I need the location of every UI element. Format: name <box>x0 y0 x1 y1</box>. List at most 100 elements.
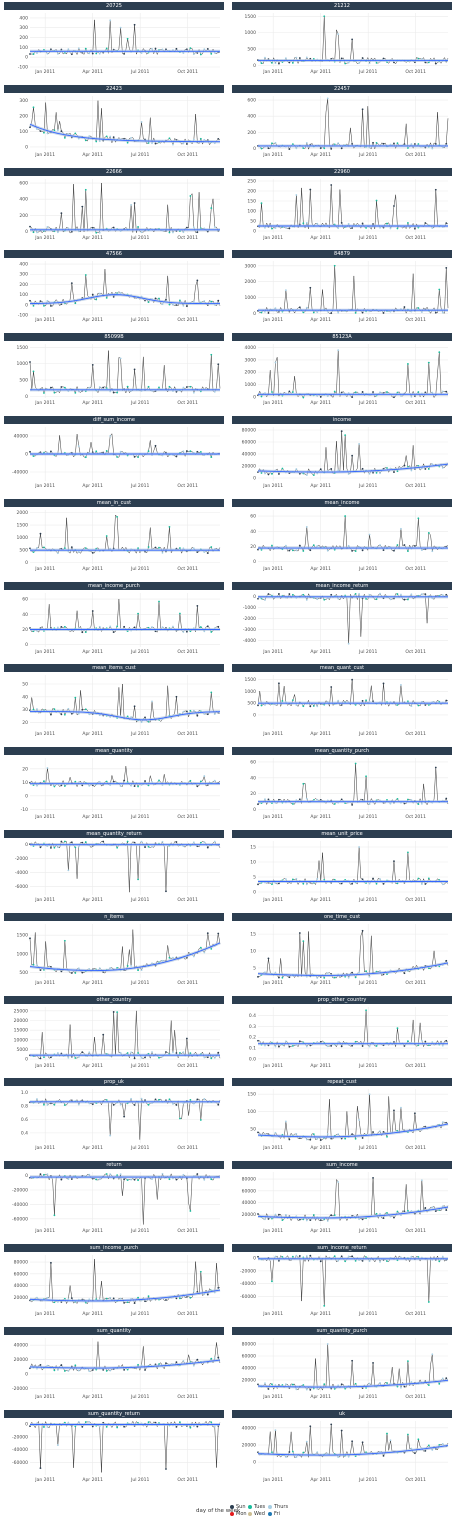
facet-title: sum_quantity <box>97 1327 131 1334</box>
data-point <box>95 140 98 143</box>
data-point <box>196 1173 199 1176</box>
data-point <box>291 878 294 881</box>
smooth-line <box>257 1444 449 1456</box>
data-point <box>271 544 273 547</box>
data-point <box>351 226 354 229</box>
x-tick-label: Oct 2011 <box>177 1063 198 1069</box>
data-point <box>189 1210 192 1213</box>
data-point <box>278 473 280 475</box>
x-tick-label: Apr 2011 <box>82 566 103 572</box>
data-point <box>386 391 388 394</box>
facet-strip: mean_income <box>232 498 452 507</box>
data-point <box>260 472 263 474</box>
data-point <box>351 454 354 457</box>
data-point <box>91 1368 94 1371</box>
data-point <box>393 860 395 863</box>
data-point <box>372 877 374 880</box>
data-point <box>274 307 277 310</box>
data-point <box>213 1356 216 1359</box>
y-tick-label: 200 <box>19 212 28 218</box>
data-point <box>74 132 77 135</box>
data-point <box>351 1133 354 1136</box>
data-point <box>151 625 153 628</box>
data-point <box>278 976 280 979</box>
x-tick-label: Apr 2011 <box>310 897 331 903</box>
y-tick-label: 200 <box>19 35 28 41</box>
y-tick-label: 40000 <box>242 1425 256 1431</box>
data-point <box>309 1424 312 1427</box>
facet-panel: sum_income_return -60000 -40000 -20000 0 Jan … <box>232 1244 452 1318</box>
data-point <box>375 61 378 64</box>
data-point <box>302 396 305 399</box>
facet-title: mean_quant_cust <box>319 665 365 672</box>
data-point <box>119 785 122 788</box>
data-point <box>29 300 31 303</box>
data-point <box>354 592 357 595</box>
data-point <box>288 592 291 595</box>
facet-title: sum_income_purch <box>89 1245 139 1251</box>
data-point <box>441 466 444 469</box>
data-point <box>278 682 280 685</box>
facet-title: mean_quantity_return <box>86 831 142 837</box>
data-point <box>351 679 354 681</box>
data-point <box>260 395 263 398</box>
data-point <box>260 62 263 65</box>
facet-strip: mean_unit_price <box>232 830 452 838</box>
data-point <box>361 1218 364 1221</box>
data-point <box>168 1098 171 1101</box>
data-point <box>396 1026 399 1029</box>
y-tick-label: 20000 <box>242 464 256 470</box>
data-point <box>109 1369 112 1372</box>
data-point <box>330 593 333 596</box>
facet-title: prop_other_country <box>317 996 367 1003</box>
data-point <box>271 473 273 475</box>
y-tick-label: -6000 <box>15 884 28 890</box>
x-tick-label: Jul 2011 <box>130 483 149 489</box>
data-point <box>427 361 430 364</box>
facet-plot: 0 500 1000 1500 Jan 2011 Apr 2011 Jul 2011 Oct … <box>17 344 221 406</box>
data-point <box>358 443 361 445</box>
data-point <box>109 625 112 627</box>
data-point <box>393 471 395 474</box>
data-point <box>281 976 284 979</box>
x-tick-label: Jul 2011 <box>130 1311 149 1317</box>
data-point <box>312 705 315 708</box>
x-tick-label: Apr 2011 <box>82 1228 103 1234</box>
data-point <box>39 846 42 849</box>
data-point <box>368 1260 371 1263</box>
x-tick-label: Jan 2011 <box>262 483 283 489</box>
facet-strip: 21212 <box>232 2 452 10</box>
data-point <box>133 785 136 788</box>
facet-title: mean_in_cust <box>96 499 132 506</box>
y-tick-label: -40000 <box>12 1202 28 1208</box>
data-point <box>302 940 305 942</box>
facet-title: repeat_cust <box>327 1079 357 1086</box>
data-point <box>168 1178 171 1181</box>
data-point <box>189 47 192 50</box>
facet-panel: 84879 0 1000 2000 3000 Jan 2011 Apr 2011 Jul 20… <box>232 250 452 324</box>
legend-item: Fri <box>268 1511 280 1517</box>
facet-title: mean_income <box>324 499 360 506</box>
data-point <box>260 147 263 150</box>
data-point <box>438 1382 441 1385</box>
data-point <box>126 1301 129 1304</box>
facet-title: sum_quantity_purch <box>316 1327 368 1334</box>
x-tick-label: Apr 2011 <box>82 980 103 986</box>
facet-plot: 20 30 40 50 Jan 2011 Apr 2011 Jul 2011 Oct 2011 <box>22 675 221 737</box>
data-point <box>192 955 195 958</box>
data-point <box>60 1363 63 1366</box>
x-tick-label: Jul 2011 <box>358 152 377 158</box>
data-point <box>445 142 448 145</box>
data-point <box>154 546 157 549</box>
data-point <box>91 1103 94 1106</box>
data-point <box>361 1044 364 1047</box>
data-point <box>39 969 42 971</box>
data-point <box>445 593 448 596</box>
x-tick-label: Apr 2011 <box>310 1063 331 1069</box>
x-tick-label: Jan 2011 <box>262 1477 283 1483</box>
data-point <box>210 1357 213 1360</box>
data-point <box>175 391 178 393</box>
data-point <box>382 882 385 885</box>
data-point <box>137 547 139 549</box>
